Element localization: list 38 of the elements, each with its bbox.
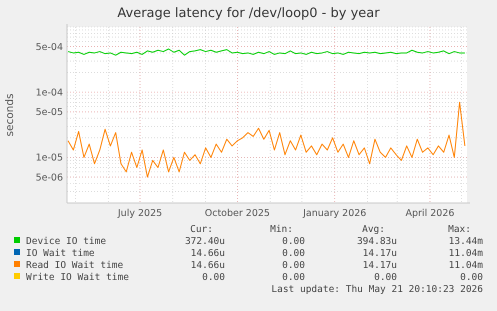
legend-label: Read IO Wait time xyxy=(26,260,124,271)
text: 0.00 xyxy=(460,272,484,283)
text: Min: xyxy=(270,224,293,235)
x-tick-label: July 2025 xyxy=(116,208,162,219)
x-tick-label: October 2025 xyxy=(204,208,270,219)
text: 394.83u xyxy=(356,236,397,247)
text: 14.66u xyxy=(190,260,225,271)
text: Max: xyxy=(448,224,471,235)
text: Avg: xyxy=(362,224,385,235)
y-axis-title: seconds xyxy=(4,94,16,136)
chart-title: Average latency for /dev/loop0 - by year xyxy=(117,6,380,21)
text: 11.04m xyxy=(448,260,484,271)
text: 0.00 xyxy=(282,236,306,247)
line-series xyxy=(68,102,466,178)
x-tick-label: April 2026 xyxy=(406,208,454,219)
legend-label: Write IO Wait time xyxy=(26,272,130,283)
y-tick-label: 5e-04 xyxy=(36,42,63,53)
legend-label: Device IO time xyxy=(26,236,106,247)
y-tick-label: 5e-05 xyxy=(36,107,63,118)
text: 0.00 xyxy=(282,272,306,283)
legend-label: IO Wait time xyxy=(26,248,95,259)
y-tick-label: 5e-06 xyxy=(36,172,63,184)
text: 14.66u xyxy=(190,248,225,259)
text: 14.17u xyxy=(362,260,397,271)
x-tick-label: January 2026 xyxy=(302,208,366,219)
text: Cur: xyxy=(190,224,213,235)
text: 14.17u xyxy=(362,248,397,259)
text: 372.40u xyxy=(184,236,225,247)
text: Last update: Thu May 21 20:10:23 2026 xyxy=(271,284,484,295)
text: 11.04m xyxy=(448,248,484,259)
y-tick-label: 1e-04 xyxy=(36,88,63,99)
text: 13.44m xyxy=(448,236,484,247)
line-series xyxy=(68,48,466,56)
text: 0.00 xyxy=(202,272,226,283)
text: 0.00 xyxy=(282,260,306,271)
y-tick-label: 1e-05 xyxy=(36,152,63,164)
text: 0.00 xyxy=(282,248,306,259)
text: 0.00 xyxy=(374,272,398,283)
